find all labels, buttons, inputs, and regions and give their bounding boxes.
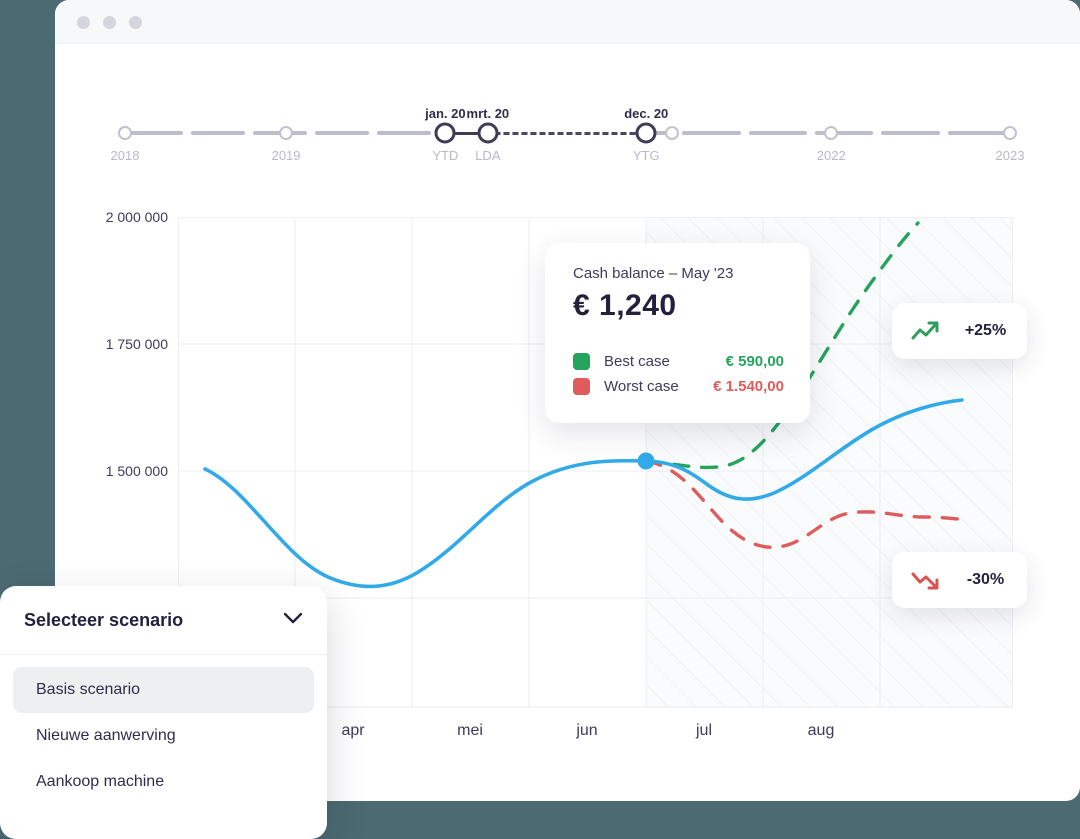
y-axis-tick: 1 500 000 xyxy=(105,463,168,479)
scenario-option[interactable]: Nieuwe aanwerving xyxy=(36,727,176,744)
tooltip-legend-row: Worst case € 1.540,00 xyxy=(573,374,784,399)
timeline-node-2023[interactable] xyxy=(1003,126,1017,140)
window-dot-minimize[interactable] xyxy=(103,16,116,29)
series-actual xyxy=(203,398,964,589)
legend-label: Best case xyxy=(604,353,670,370)
x-axis-tick: jun xyxy=(576,722,598,739)
legend-amount: € 590,00 xyxy=(725,353,784,370)
timeline-segment xyxy=(682,131,741,135)
timeline-top-label-ytg: dec. 20 xyxy=(624,106,669,121)
chart-marker-dot xyxy=(637,452,655,470)
timeline-bottom-label-2019: 2019 xyxy=(271,148,301,163)
timeline-bottom-label-2022: 2022 xyxy=(816,148,846,163)
timeline-segment xyxy=(445,131,488,135)
timeline-top-label-ytd: jan. 20 xyxy=(425,106,466,121)
timeline-node-lda[interactable] xyxy=(477,122,499,144)
timeline-bottom-label-2018: 2018 xyxy=(110,148,140,163)
x-axis-tick: apr xyxy=(341,722,365,739)
scenario-dropdown-list: Basis scenario Nieuwe aanwerving Aankoop m… xyxy=(0,655,327,805)
tooltip-legend: Best case € 590,00 Worst case € 1.540,00 xyxy=(573,349,784,399)
window-dot-maximize[interactable] xyxy=(129,16,142,29)
timeline-node-2019[interactable] xyxy=(279,126,294,140)
timeline-segment xyxy=(493,132,641,135)
tooltip-value: € 1,240 xyxy=(573,289,677,322)
chevron-down-icon[interactable] xyxy=(283,611,303,629)
timeline-segment xyxy=(652,131,674,135)
timeline-slider[interactable]: 2018 2019 jan. 20 YTD mrt. 20 LDA dec. 20 YTG 20… xyxy=(55,44,1080,174)
timeline-segment xyxy=(947,131,1006,135)
legend-swatch xyxy=(573,353,590,370)
legend-swatch xyxy=(573,378,590,395)
timeline-segment xyxy=(376,131,431,135)
cash-balance-tooltip: Cash balance – May '23 € 1,240 Best case… xyxy=(545,243,810,423)
scenario-dropdown-title: Selecteer scenario xyxy=(24,609,184,630)
timeline-node-n2021[interactable] xyxy=(664,126,679,140)
trend-down-value: -30% xyxy=(966,571,1005,588)
timeline-segment xyxy=(129,131,183,135)
timeline-segment xyxy=(814,131,874,135)
scenario-option[interactable]: Aankoop machine xyxy=(36,773,165,790)
y-axis-tick: 1 750 000 xyxy=(105,336,168,352)
window-dot-close[interactable] xyxy=(77,16,90,29)
scenario-dropdown[interactable]: Selecteer scenario Basis scenario Nieuwe … xyxy=(0,586,327,839)
trend-up-icon xyxy=(900,320,952,342)
timeline-node-2022[interactable] xyxy=(824,126,839,140)
window-controls xyxy=(77,16,142,29)
timeline-segment xyxy=(190,131,245,135)
scenario-option[interactable]: Basis scenario xyxy=(13,667,314,713)
scenario-dropdown-header[interactable]: Selecteer scenario xyxy=(0,586,327,655)
timeline-node-ytg[interactable] xyxy=(635,122,657,144)
trend-up-badge: +25% xyxy=(892,303,1027,359)
x-axis-labels: mrtaprmeijunjulaug xyxy=(178,722,1013,752)
trend-up-value: +25% xyxy=(964,322,1007,339)
series-worst-case xyxy=(644,459,970,549)
timeline-node-2018[interactable] xyxy=(118,126,132,140)
timeline-node-ytd[interactable] xyxy=(434,122,456,144)
tooltip-title: Cash balance – May '23 xyxy=(573,265,734,282)
timeline-segment xyxy=(748,131,807,135)
trend-down-icon xyxy=(900,569,952,591)
timeline-track[interactable] xyxy=(118,122,1017,144)
timeline-bottom-label-2023: 2023 xyxy=(995,148,1025,163)
legend-amount: € 1.540,00 xyxy=(713,378,784,395)
timeline-segment xyxy=(881,131,940,135)
timeline-bottom-label-ytd: YTD xyxy=(432,148,459,163)
timeline-segment xyxy=(314,131,369,135)
y-axis-tick: 2 000 000 xyxy=(105,209,168,225)
trend-down-badge: -30% xyxy=(892,552,1027,608)
timeline-top-label-lda: mrt. 20 xyxy=(466,106,510,121)
legend-label: Worst case xyxy=(604,378,679,395)
tooltip-legend-row: Best case € 590,00 xyxy=(573,349,784,374)
window-titlebar xyxy=(55,0,1080,44)
x-axis-tick: aug xyxy=(807,722,835,739)
timeline-bottom-label-ytg: YTG xyxy=(632,148,660,163)
x-axis-tick: jul xyxy=(695,722,713,739)
timeline-bottom-label-lda: LDA xyxy=(475,148,501,163)
x-axis-tick: mei xyxy=(457,722,483,739)
